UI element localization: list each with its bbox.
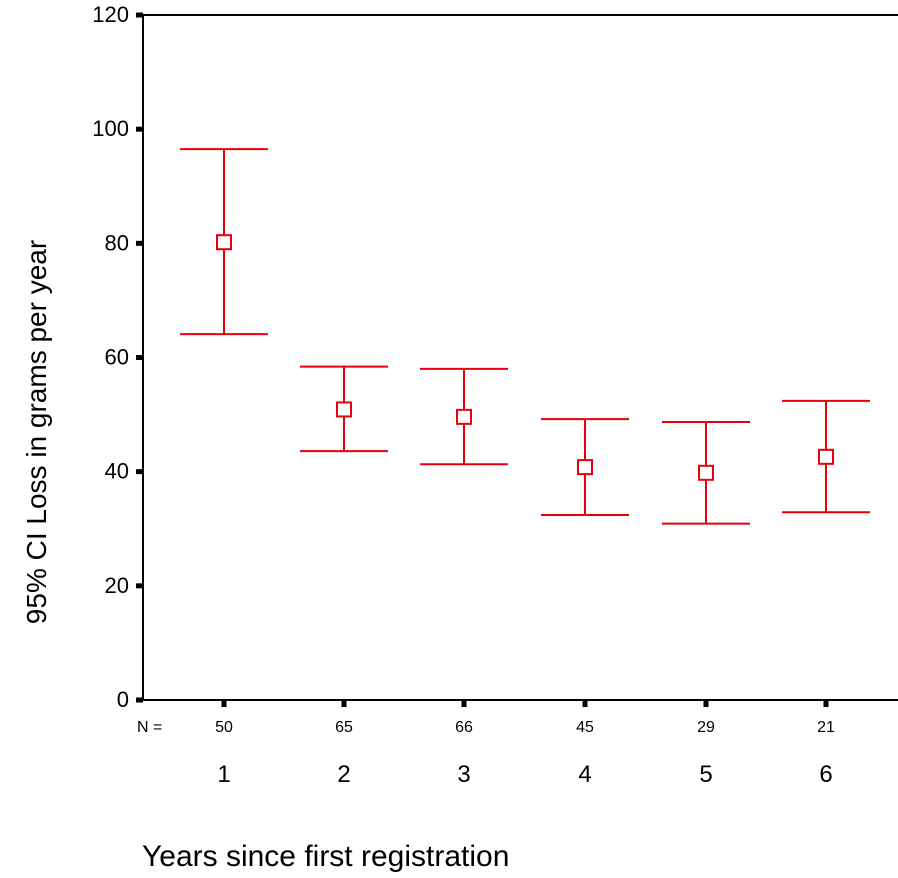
y-tick-mark — [136, 12, 143, 18]
y-tick-mark — [136, 583, 143, 589]
n-value-label: 65 — [335, 719, 353, 736]
y-axis-label: 95% CI Loss in grams per year — [21, 239, 52, 625]
mean-marker — [577, 459, 593, 476]
x-tick-label: 3 — [457, 761, 470, 788]
n-value-label: 29 — [697, 719, 715, 736]
mean-marker — [456, 408, 472, 425]
mean-marker — [698, 464, 714, 481]
x-tick-label: 6 — [819, 761, 832, 788]
y-tick-mark — [136, 355, 143, 360]
x-tick-label: 1 — [217, 761, 230, 788]
n-value-label: 45 — [576, 719, 594, 736]
y-tick-mark — [136, 469, 143, 475]
n-value-label: 21 — [817, 719, 835, 736]
n-label: N = — [137, 719, 162, 736]
x-tick-mark — [461, 700, 467, 707]
mean-marker — [336, 401, 352, 418]
x-tick-mark — [221, 700, 227, 707]
y-tick-label: 40 — [105, 459, 129, 484]
y-tick-label: 100 — [92, 116, 129, 141]
y-tick-mark — [136, 697, 143, 703]
y-tick-mark — [136, 126, 143, 132]
n-value-label: 50 — [215, 719, 233, 736]
x-tick-label: 4 — [578, 761, 591, 788]
n-value-label: 66 — [455, 719, 473, 736]
y-tick-label: 0 — [117, 687, 129, 712]
x-tick-label: 2 — [337, 761, 350, 788]
y-tick-mark — [136, 240, 143, 246]
x-tick-mark — [703, 700, 709, 707]
x-tick-mark — [341, 700, 347, 707]
x-tick-mark — [582, 700, 588, 707]
x-tick-mark — [823, 700, 829, 707]
y-tick-label: 20 — [105, 573, 129, 598]
x-axis-label: Years since first registration — [142, 840, 510, 873]
x-tick-label: 5 — [699, 761, 712, 788]
y-tick-label: 120 — [92, 2, 129, 27]
mean-marker — [818, 448, 834, 465]
mean-marker — [216, 234, 232, 251]
y-tick-label: 80 — [105, 230, 129, 255]
y-tick-label: 60 — [105, 345, 129, 370]
